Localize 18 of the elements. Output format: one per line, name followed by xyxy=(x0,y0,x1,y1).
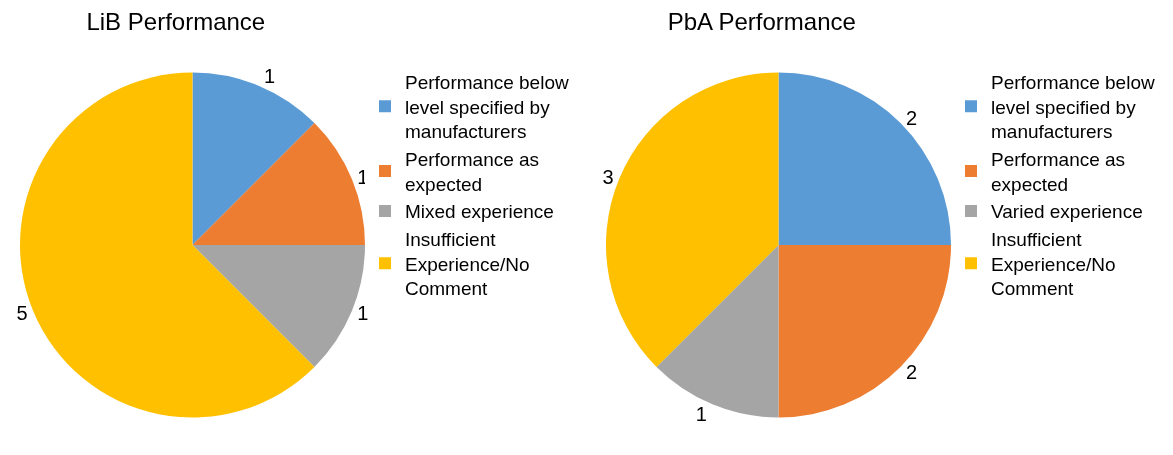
chart-title: LiB Performance xyxy=(86,8,266,36)
legend-label: Performance as expected xyxy=(991,148,1126,195)
legend-label: Performance below level specified by manufacturers xyxy=(405,71,569,143)
data-label: 5 xyxy=(16,301,28,324)
data-label: 3 xyxy=(602,166,614,189)
data-label: 2 xyxy=(905,361,918,384)
chart-title: PbA Performance xyxy=(667,8,856,36)
legend-label: Mixed experience xyxy=(405,201,554,223)
data-label: 1 xyxy=(264,65,276,88)
data-label: 1 xyxy=(357,166,369,189)
data-label: 2 xyxy=(905,106,918,129)
legend-label: Performance as expected xyxy=(405,148,540,195)
legend-label: Varied experience xyxy=(991,201,1143,223)
legend-label: Insufficient Experience/No Comment xyxy=(405,229,530,300)
legend-label: Insufficient Experience/No Comment xyxy=(991,229,1116,300)
legend-label: Performance below level specified by manufacturers xyxy=(991,71,1155,143)
data-label: 1 xyxy=(695,402,707,425)
data-label: 1 xyxy=(357,301,369,324)
